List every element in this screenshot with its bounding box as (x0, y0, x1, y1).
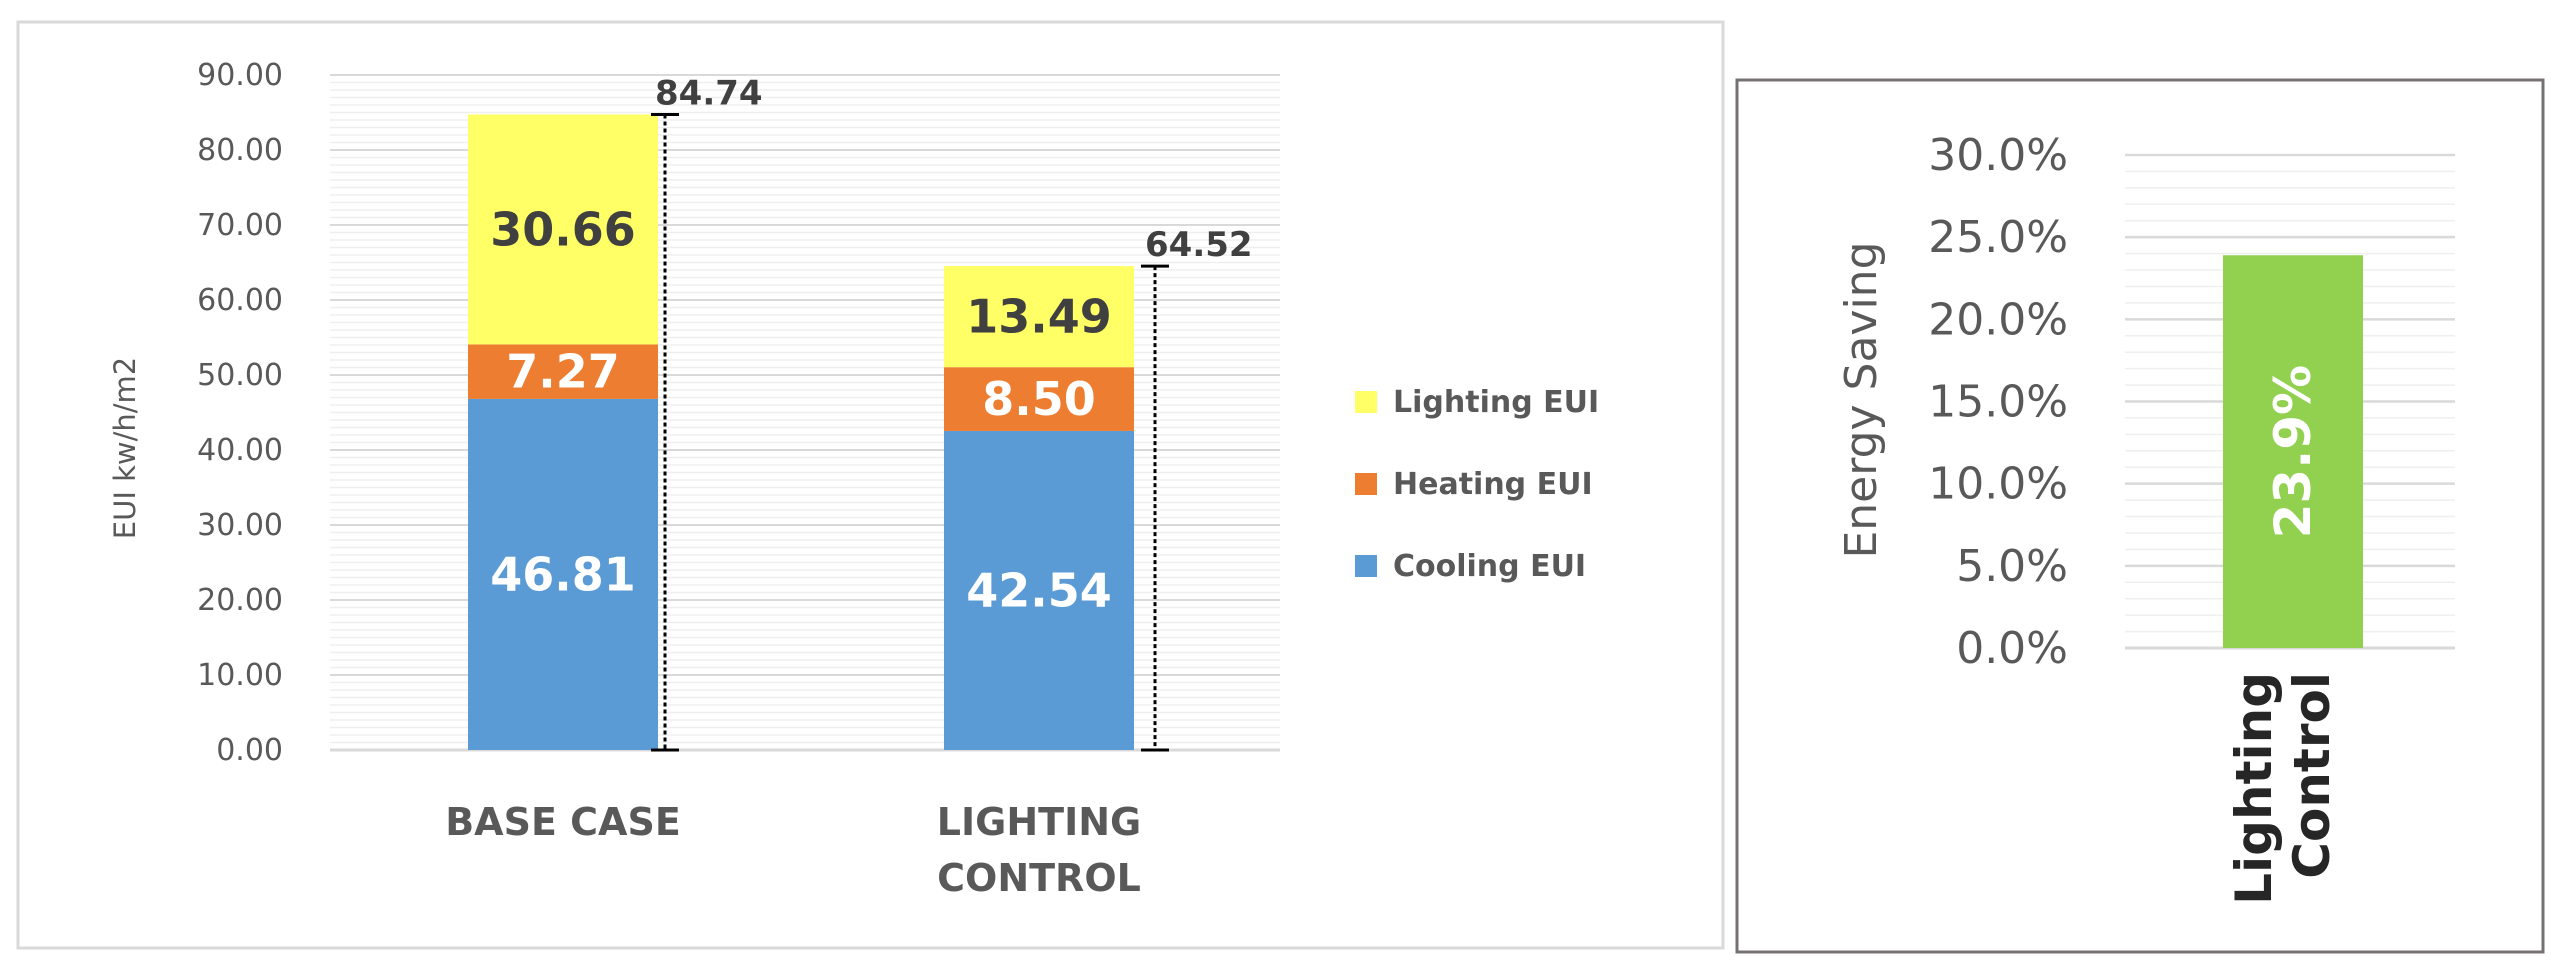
bar-segment-heating-eui (468, 344, 658, 399)
legend-label: Cooling EUI (1393, 549, 1586, 584)
data-label: 7.27 (506, 345, 620, 399)
y-tick-label: 0.0% (1956, 623, 2068, 674)
y-tick-label: 20.00 (197, 583, 283, 618)
saving-chart-y-axis: 0.0% 5.0% 10.0% 15.0% 20.0% 25.0% 30.0% (1928, 130, 2068, 674)
legend-swatch (1355, 391, 1377, 413)
y-tick-label: 80.00 (197, 133, 283, 168)
bar-segment-lighting-eui (944, 266, 1134, 368)
y-tick-label: 30.0% (1928, 130, 2068, 181)
legend-swatch (1355, 473, 1377, 495)
total-label: 84.74 (655, 73, 763, 113)
y-tick-label: 0.00 (216, 733, 283, 768)
x-tick-label: LIGHTING (937, 800, 1141, 844)
saving-chart-y-axis-title: Energy Saving (1836, 241, 1887, 558)
legend-swatch (1355, 555, 1377, 577)
data-label: 23.9% (2264, 365, 2322, 538)
eui-chart-y-axis: 0.00 10.00 20.00 30.00 40.00 50.00 60.00 70.00 8… (197, 58, 283, 768)
y-tick-label: 50.00 (197, 358, 283, 393)
eui-chart-legend: Lighting EUI Heating EUI Cooling EUI (1355, 385, 1599, 584)
data-label: 30.66 (490, 202, 636, 256)
saving-chart-bars: 23.9% (2223, 255, 2363, 648)
y-tick-label: 40.00 (197, 433, 283, 468)
y-tick-label: 15.0% (1928, 377, 2068, 428)
bar-segment-lighting-eui (468, 114, 658, 345)
total-label: 64.52 (1145, 225, 1253, 265)
data-label: 46.81 (490, 547, 636, 601)
eui-chart-x-axis: BASE CASE LIGHTING CONTROL (445, 800, 1141, 900)
y-tick-label: 10.0% (1928, 459, 2068, 510)
eui-chart-y-axis-title: EUI kw/h/m2 (108, 357, 142, 539)
eui-chart-bars: 46.81 7.27 30.66 42.54 8.50 13.49 (468, 114, 1134, 750)
y-tick-label: 5.0% (1956, 541, 2068, 592)
y-tick-label: 90.00 (197, 58, 283, 93)
legend-label: Lighting EUI (1393, 385, 1599, 420)
x-tick-label: CONTROL (937, 856, 1141, 900)
saving-chart-x-axis: Lighting Control (2225, 672, 2341, 905)
data-label: 42.54 (966, 563, 1112, 617)
eui-chart-frame (16, 20, 1725, 950)
data-label: 13.49 (966, 290, 1112, 344)
y-tick-label: 25.0% (1928, 212, 2068, 263)
x-tick-label: Control (2283, 672, 2341, 879)
data-label: 8.50 (982, 372, 1096, 426)
eui-chart-total-brackets: 84.74 64.52 (651, 73, 1253, 752)
x-tick-label: Lighting (2225, 672, 2283, 905)
y-tick-label: 70.00 (197, 208, 283, 243)
x-tick-label: BASE CASE (445, 800, 681, 844)
bar-segment-heating-eui (944, 367, 1134, 431)
y-tick-label: 10.00 (197, 658, 283, 693)
y-tick-label: 20.0% (1928, 294, 2068, 345)
legend-label: Heating EUI (1393, 467, 1593, 502)
y-tick-label: 60.00 (197, 283, 283, 318)
bar-segment-cooling-eui (944, 430, 1134, 750)
y-tick-label: 30.00 (197, 508, 283, 543)
bar-segment-cooling-eui (468, 398, 658, 750)
bar-lighting-control (2223, 255, 2363, 648)
